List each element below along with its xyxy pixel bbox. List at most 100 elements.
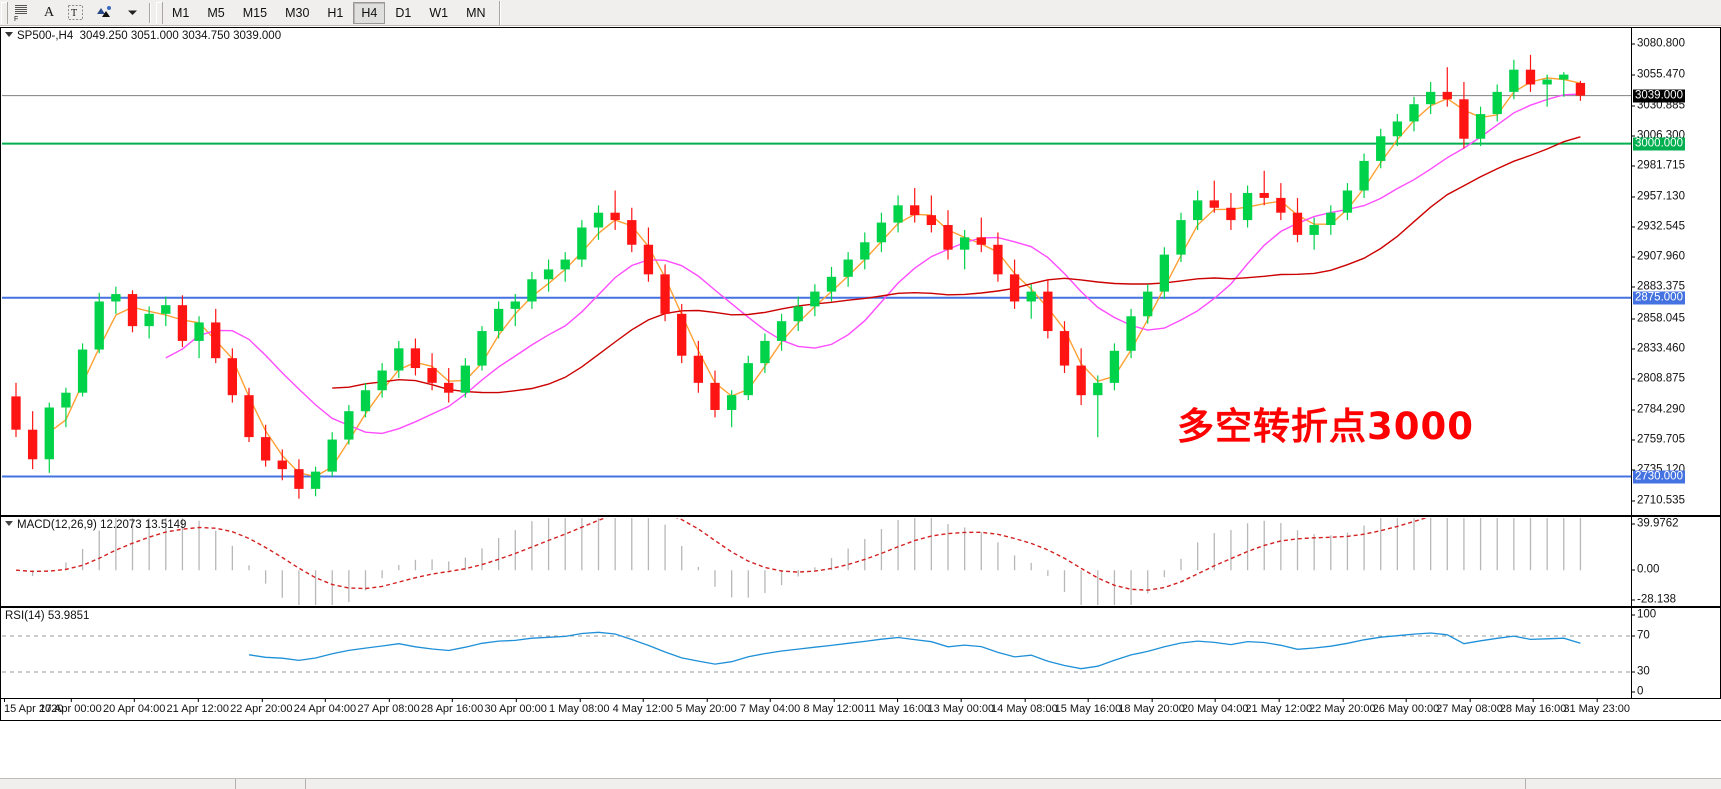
candle-body (177, 305, 188, 341)
price-y-axis[interactable]: 3080.800 3055.470 3030.885 3006.300 2981.715… (1631, 28, 1720, 515)
candle-body (310, 471, 321, 489)
timeframe-drag-handle[interactable] (156, 1, 163, 24)
time-tick: 4 May 12:00 (612, 698, 674, 715)
level-label-2875: 2875.000 (1633, 291, 1685, 305)
price-tick: 2932.545 (1632, 220, 1685, 233)
timeframe-m30[interactable]: M30 (285, 5, 310, 20)
timeframe-m1[interactable]: M1 (172, 5, 190, 20)
candle-body (1043, 291, 1053, 332)
chevron-down-icon[interactable] (120, 2, 144, 24)
price-chart-panel[interactable]: SP500-,H4 3049.250 3051.000 3034.750 303… (0, 27, 1721, 516)
candle-body (1392, 121, 1403, 137)
collapse-triangle-icon[interactable] (5, 32, 13, 38)
candle-body (427, 368, 437, 383)
price-plot-area[interactable] (2, 29, 1631, 514)
candle-body (394, 348, 404, 371)
macd-collapse-triangle-icon[interactable] (5, 521, 13, 527)
drawing-objects-icon[interactable] (90, 2, 118, 24)
time-tick: 11 May 16:00 (864, 698, 931, 715)
candle-body (27, 429, 38, 460)
candle-body (61, 392, 71, 408)
candle-body (127, 294, 138, 327)
candle-body (260, 437, 271, 461)
macd-plot-area[interactable] (2, 518, 1631, 605)
time-axis[interactable]: 15 Apr 2020 17 Apr 00:00 20 Apr 04:00 21 Ap… (0, 698, 1721, 721)
time-tick: 20 May 04:00 (1181, 698, 1249, 715)
candle-body (360, 390, 371, 412)
candle-body (1442, 91, 1452, 100)
time-tick: 28 May 16:00 (1499, 698, 1567, 715)
rsi-plot-area[interactable] (2, 609, 1631, 697)
candle-body (1542, 79, 1552, 85)
candle-body (410, 348, 421, 369)
price-tick: 2759.705 (1632, 433, 1685, 446)
candle-body (94, 301, 104, 350)
candle-body (726, 395, 737, 410)
status-segment-2 (305, 779, 306, 789)
time-tick: 20 Apr 04:00 (102, 698, 166, 715)
candle-body (327, 439, 337, 472)
rsi-tick: 30 (1632, 665, 1650, 678)
candle-body (1159, 254, 1170, 292)
candle-body (543, 269, 554, 280)
level-label-2730: 2730.000 (1633, 470, 1685, 484)
candle-body (593, 212, 604, 228)
candle-body (1309, 225, 1319, 235)
crosshair-icon[interactable]: F (9, 2, 35, 24)
candle-body (11, 396, 21, 430)
text-label-icon[interactable]: A (43, 4, 55, 20)
candle-body (1409, 104, 1419, 122)
candle-body (194, 322, 204, 341)
toolbar-end-separator (498, 0, 501, 25)
candle-body (743, 363, 753, 396)
candle-body (577, 227, 587, 260)
time-tick: 24 Apr 04:00 (293, 698, 357, 715)
macd-indicator-panel[interactable]: MACD(12,26,9) 12.2073 13.5149 39.9762 0.0… (0, 516, 1721, 607)
candle-body (959, 237, 970, 250)
candle-body (876, 222, 887, 243)
timeframe-mn[interactable]: MN (466, 5, 486, 20)
rsi-tick: 70 (1632, 629, 1650, 642)
timeframe-w1[interactable]: W1 (429, 5, 449, 20)
timeframe-m15[interactable]: M15 (242, 5, 268, 20)
toolbar-drag-handle[interactable] (1, 1, 8, 24)
rsi-tick: 0 (1631, 685, 1644, 698)
status-bar (0, 778, 1721, 789)
candle-body (993, 244, 1003, 275)
price-candles-svg (2, 54, 1631, 499)
macd-y-axis[interactable]: 39.9762 0.00 -28.138 (1631, 517, 1720, 606)
timeframe-h4[interactable]: H4 (353, 1, 386, 24)
rsi-svg (2, 631, 1631, 673)
candle-body (926, 215, 937, 226)
toolbar-separator (149, 2, 151, 23)
price-tick: 2784.290 (1632, 403, 1685, 416)
timeframe-h1[interactable]: H1 (327, 5, 344, 20)
candle-body (1093, 382, 1103, 396)
candle-body (1492, 91, 1502, 115)
candle-body (244, 395, 254, 438)
candle-body (144, 313, 154, 327)
rsi-y-axis[interactable]: 100 70 30 0 (1631, 608, 1720, 698)
time-tick: 27 May 08:00 (1436, 698, 1503, 715)
rsi-indicator-panel[interactable]: RSI(14) 53.9851 100 70 30 0 (0, 607, 1721, 699)
candle-body (1176, 220, 1186, 255)
timeframe-d1[interactable]: D1 (395, 5, 412, 20)
time-tick: 17 Apr 00:00 (39, 698, 102, 715)
text-box-icon[interactable]: T (63, 2, 88, 24)
candle-body (1026, 291, 1036, 302)
level-label-3000: 3000.000 (1633, 137, 1685, 151)
candle-body (793, 306, 803, 322)
candle-body (344, 411, 354, 440)
candle-body (1359, 160, 1369, 191)
candle-body (693, 355, 704, 383)
time-tick: 15 May 16:00 (1054, 698, 1122, 715)
candle-body (976, 237, 986, 245)
candle-body (860, 242, 870, 260)
candle-body (493, 308, 504, 332)
candle-body (643, 244, 654, 275)
timeframe-m5[interactable]: M5 (207, 5, 225, 20)
candle-body (843, 259, 853, 277)
candle-body (1259, 192, 1269, 198)
candle-body (826, 276, 837, 292)
